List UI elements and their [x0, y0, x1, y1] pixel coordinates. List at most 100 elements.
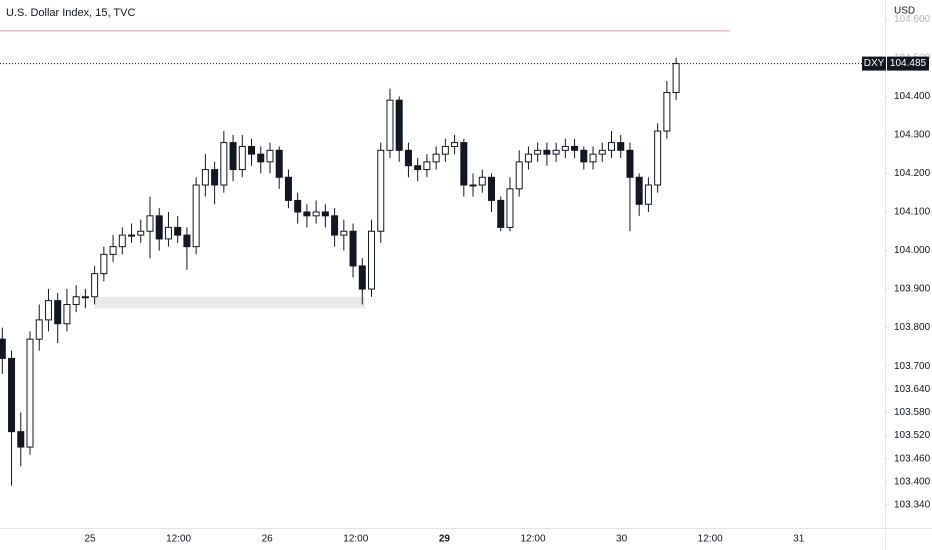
candle-body — [635, 176, 643, 205]
candle-body — [543, 149, 551, 155]
candle-body — [672, 63, 680, 93]
candle-body — [54, 300, 62, 325]
y-tick-label: 104.200 — [894, 168, 931, 179]
candle-body — [654, 130, 662, 186]
candle-body — [607, 142, 615, 151]
y-tick-label: 104.400 — [894, 91, 931, 102]
x-tick-label: 12:00 — [166, 534, 191, 545]
candle-body — [395, 99, 403, 151]
candle-body — [294, 199, 302, 213]
candle-body — [451, 142, 459, 147]
candle-body — [128, 234, 136, 237]
candle-body — [497, 199, 505, 228]
symbol-label: DXY — [864, 58, 885, 69]
candle-body — [358, 265, 366, 290]
candle-body — [589, 153, 597, 163]
y-tick-label: 104.000 — [894, 245, 931, 256]
candle-body — [201, 169, 209, 186]
x-tick-label: 29 — [439, 534, 451, 545]
symbol-tag — [862, 56, 886, 71]
y-tick-label: 103.640 — [894, 384, 931, 395]
candle-body — [469, 184, 477, 187]
candle-body — [598, 149, 606, 155]
candle-body — [118, 234, 126, 248]
candle-body — [8, 357, 16, 433]
candle-body — [35, 319, 43, 340]
candle-body — [441, 145, 449, 155]
x-tick-label: 25 — [84, 534, 96, 545]
x-tick-label: 30 — [616, 534, 628, 545]
x-tick-label: 12:00 — [698, 534, 723, 545]
candle-body — [100, 253, 108, 275]
candle-body — [432, 153, 440, 163]
candle-body — [580, 149, 588, 163]
candle-body — [663, 91, 671, 132]
y-tick-label: 103.580 — [894, 407, 931, 418]
candle-body — [349, 230, 357, 267]
candle-body — [17, 431, 25, 448]
candle-body — [423, 161, 431, 171]
last-price-label: 104.485 — [890, 58, 927, 69]
candle-body — [81, 296, 89, 299]
candle-body — [524, 153, 532, 163]
candle-body — [478, 176, 486, 186]
candle-body — [155, 215, 163, 240]
candle-body — [275, 149, 283, 178]
candle-body — [377, 149, 385, 232]
candle-body — [44, 300, 52, 321]
candle-body — [0, 338, 6, 359]
candle-body — [515, 161, 523, 190]
y-tick-label: 103.800 — [894, 322, 931, 333]
candle-body — [146, 215, 154, 232]
candle-body — [644, 184, 652, 205]
candle-body — [220, 142, 228, 186]
candle-body — [460, 142, 468, 186]
x-tick-label: 26 — [262, 534, 274, 545]
candle-body — [312, 211, 320, 217]
candle-body — [72, 296, 80, 305]
zone — [95, 296, 365, 309]
x-tick-label: 12:00 — [520, 534, 545, 545]
price-tag — [887, 56, 929, 71]
chart-title: U.S. Dollar Index, 15, TVC — [6, 7, 135, 19]
candle-body — [571, 145, 579, 151]
candle-body — [137, 230, 145, 236]
candle-body — [534, 149, 542, 155]
candle-body — [404, 149, 412, 167]
candle-body — [192, 184, 200, 248]
candle-body — [63, 303, 71, 325]
candle-body — [174, 226, 182, 236]
candle-body — [488, 176, 496, 201]
candle-body — [211, 169, 219, 186]
candle-body — [26, 338, 34, 448]
plot-area — [0, 30, 885, 486]
candle-body — [238, 145, 246, 171]
candle-body — [561, 145, 569, 151]
x-tick-label: 12:00 — [343, 534, 368, 545]
y-tick-label: 103.900 — [894, 284, 931, 295]
candle-body — [340, 230, 348, 236]
candle-body — [303, 211, 311, 217]
candle-body — [552, 149, 560, 155]
y-tick-label: 103.460 — [894, 453, 931, 464]
candle-body — [91, 273, 99, 298]
candle-body — [183, 234, 191, 248]
y-tick-label: 104.600 — [894, 14, 931, 25]
y-tick-label: 103.340 — [894, 500, 931, 511]
y-tick-label: 103.700 — [894, 361, 931, 372]
currency-label: USD — [894, 6, 915, 17]
candle-body — [109, 246, 117, 255]
candle-body — [626, 149, 634, 178]
y-tick-label: 104.300 — [894, 130, 931, 141]
y-tick-label: 104.100 — [894, 207, 931, 218]
candle-body — [257, 153, 265, 163]
candle-body — [229, 142, 237, 171]
candle-body — [284, 176, 292, 201]
candle-body — [331, 215, 339, 236]
candle-body — [368, 230, 376, 290]
candle-body — [248, 145, 256, 155]
x-tick-label: 31 — [793, 534, 805, 545]
candle-body — [617, 142, 625, 151]
